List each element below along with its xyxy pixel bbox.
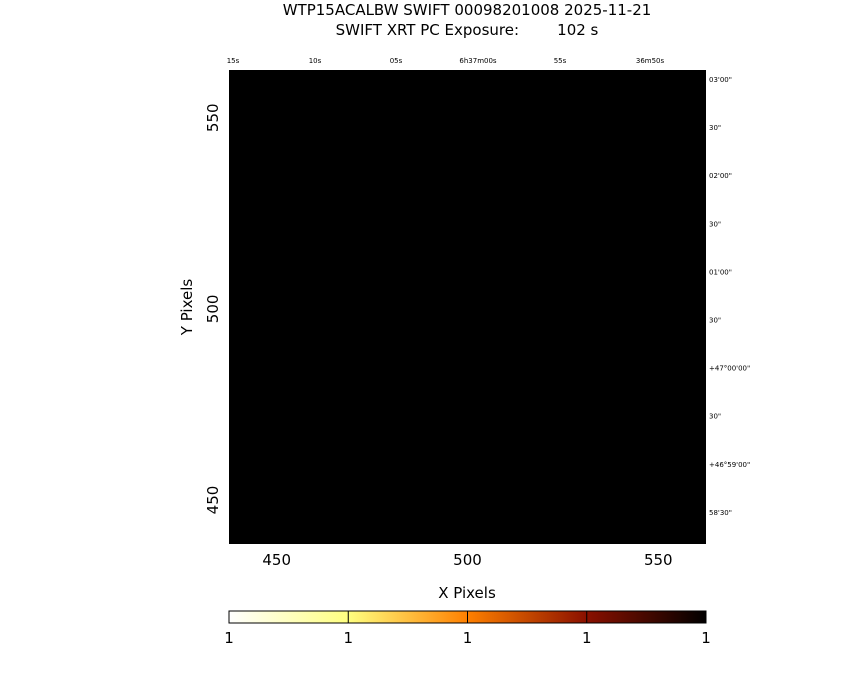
image-area xyxy=(229,70,706,544)
dec-label: 01'00" xyxy=(709,268,732,276)
dec-label: 30" xyxy=(709,413,721,421)
dec-label: 02'00" xyxy=(709,172,732,180)
ra-label: 55s xyxy=(554,57,567,65)
dec-label: 03'00" xyxy=(709,76,732,84)
colorbar-tick-label: 1 xyxy=(582,629,592,647)
dec-label: +47°00'00" xyxy=(709,365,750,373)
y-tick-label: 450 xyxy=(204,486,222,515)
colorbar-tick-label: 1 xyxy=(701,629,711,647)
x-tick-label: 450 xyxy=(262,551,291,569)
dec-label: 30" xyxy=(709,317,721,325)
y-tick-label: 550 xyxy=(204,103,222,132)
dec-label: 58'30" xyxy=(709,509,732,517)
ra-label: 10s xyxy=(309,57,322,65)
colorbar-tick-label: 1 xyxy=(343,629,353,647)
colorbar-tick-label: 1 xyxy=(224,629,234,647)
ra-label: 15s xyxy=(227,57,240,65)
x-axis-label: X Pixels xyxy=(438,584,496,602)
dec-label: 30" xyxy=(709,220,721,228)
ra-label: 05s xyxy=(390,57,403,65)
plot-title: WTP15ACALBW SWIFT 00098201008 2025-11-21 xyxy=(283,1,652,19)
colorbar-tick-label: 1 xyxy=(463,629,473,647)
dec-label: +46°59'00" xyxy=(709,461,750,469)
x-tick-label: 500 xyxy=(453,551,482,569)
y-tick-label: 500 xyxy=(204,295,222,324)
dec-label: 30" xyxy=(709,124,721,132)
x-tick-label: 550 xyxy=(644,551,673,569)
y-axis-label: Y Pixels xyxy=(178,279,196,337)
ra-label: 36m50s xyxy=(636,57,665,65)
ra-label: 6h37m00s xyxy=(459,57,497,65)
plot-subtitle: SWIFT XRT PC Exposure: 102 s xyxy=(336,21,599,39)
